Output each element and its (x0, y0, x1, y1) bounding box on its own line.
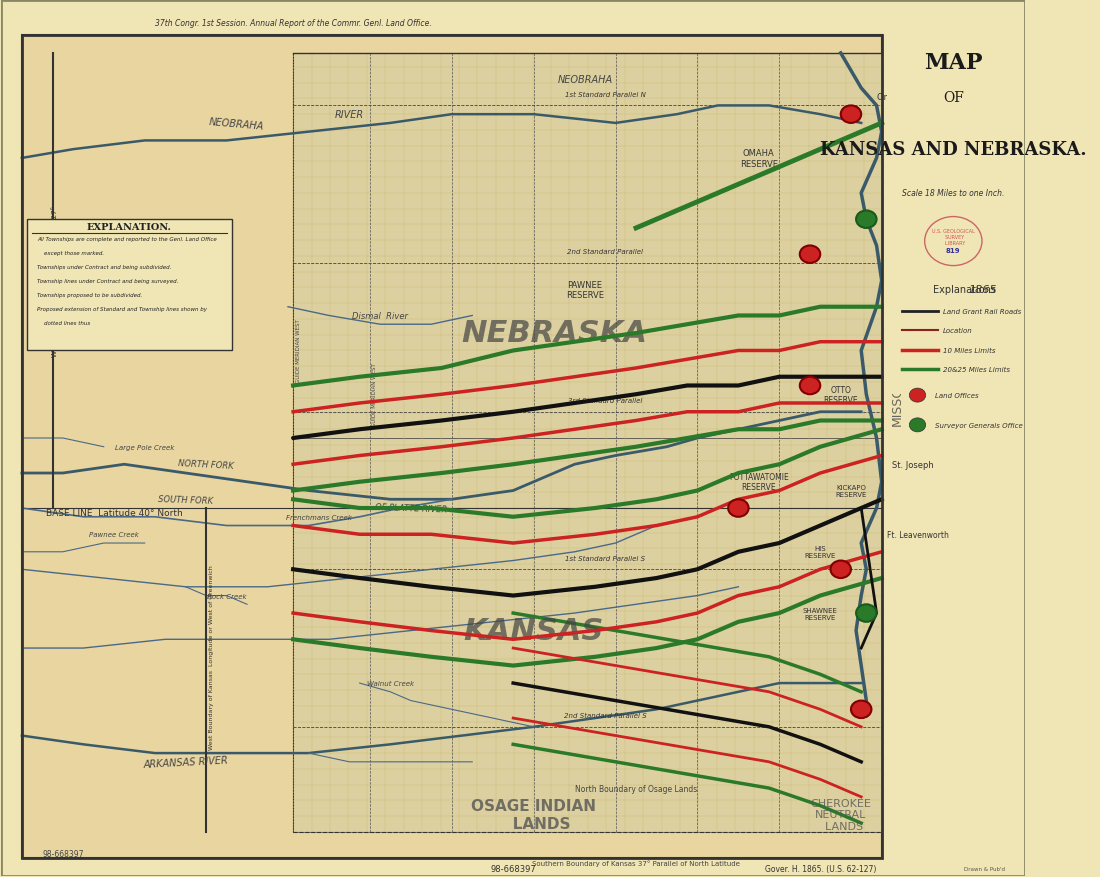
Circle shape (728, 500, 749, 517)
Text: MISSOURI: MISSOURI (891, 364, 903, 425)
Text: 3rd Standard Parallel: 3rd Standard Parallel (568, 397, 642, 403)
Text: All Townships are complete and reported to the Genl. Land Office: All Townships are complete and reported … (37, 237, 217, 242)
Text: U.S. GEOLOGICAL
  SURVEY
  LIBRARY: U.S. GEOLOGICAL SURVEY LIBRARY (932, 229, 975, 246)
Text: 1st Standard Parallel S: 1st Standard Parallel S (565, 555, 646, 561)
Text: 2nd Standard Parallel S: 2nd Standard Parallel S (564, 712, 647, 718)
Bar (293, 438, 882, 832)
Text: Explanations: Explanations (933, 285, 996, 295)
Text: 1st Standard Parallel N: 1st Standard Parallel N (565, 91, 646, 97)
Text: Walnut Creek: Walnut Creek (367, 681, 414, 687)
Text: Land Grant Rail Roads: Land Grant Rail Roads (943, 309, 1021, 315)
Bar (887, 27, 1020, 395)
Bar (293, 53, 882, 509)
Text: dotted lines thus: dotted lines thus (37, 321, 90, 325)
Circle shape (800, 246, 821, 264)
Text: PAWNEE
RESERVE: PAWNEE RESERVE (565, 280, 604, 300)
Text: 20&25 Miles Limits: 20&25 Miles Limits (943, 367, 1010, 373)
Text: Township lines under Contract and being surveyed.: Township lines under Contract and being … (37, 279, 178, 283)
Circle shape (851, 701, 871, 718)
Circle shape (856, 604, 877, 622)
Text: Ft. Leavenworth: Ft. Leavenworth (887, 531, 948, 539)
Text: 819: 819 (946, 247, 960, 253)
Text: OSAGE INDIAN
   LANDS: OSAGE INDIAN LANDS (471, 798, 596, 831)
Circle shape (910, 418, 926, 432)
Text: Surveyor Generals Office: Surveyor Generals Office (935, 423, 1023, 428)
Text: EXPLANATION.: EXPLANATION. (87, 223, 172, 232)
Text: 37th Congr. 1st Session. Annual Report of the Commr. Genl. Land Office.: 37th Congr. 1st Session. Annual Report o… (155, 18, 431, 28)
Text: Dismal  River: Dismal River (352, 311, 408, 321)
Bar (22, 36, 882, 858)
Text: MAP: MAP (924, 52, 982, 74)
Text: North Boundary of Osage Lands: North Boundary of Osage Lands (575, 784, 697, 793)
Text: NEOBRAHA: NEOBRAHA (209, 117, 265, 132)
Text: OMAHA
RESERVE: OMAHA RESERVE (740, 149, 778, 168)
Text: BASE LINE  Latitude 40° North: BASE LINE Latitude 40° North (45, 509, 183, 517)
Text: GUIDE MERIDIAN WEST: GUIDE MERIDIAN WEST (296, 319, 300, 383)
Text: CHEROKEE
NEUTRAL
  LANDS: CHEROKEE NEUTRAL LANDS (811, 798, 871, 831)
Text: Frenchmans Creek: Frenchmans Creek (286, 514, 352, 520)
Bar (28, 220, 232, 351)
Text: 98-668397: 98-668397 (491, 864, 536, 873)
Text: Gover. H. 1865. (U.S. 62-127): Gover. H. 1865. (U.S. 62-127) (764, 864, 876, 873)
Text: Southern Boundary of Kansas 37° Parallel of North Latitude: Southern Boundary of Kansas 37° Parallel… (532, 859, 740, 866)
Text: NEOBRAHA: NEOBRAHA (558, 75, 613, 85)
Text: Rock Creek: Rock Creek (207, 593, 246, 599)
Text: Omaha City: Omaha City (877, 93, 926, 102)
Text: West Boundary of Nebraska  Longitude 27°: West Boundary of Nebraska Longitude 27° (52, 206, 58, 357)
Text: NORTH FORK: NORTH FORK (178, 459, 234, 471)
Text: HIS
RESERVE: HIS RESERVE (804, 545, 836, 559)
Text: OF: OF (943, 90, 964, 104)
Text: Drawn & Pub'd: Drawn & Pub'd (964, 866, 1004, 871)
Text: KANSAS AND NEBRASKA.: KANSAS AND NEBRASKA. (820, 141, 1087, 159)
Circle shape (910, 389, 926, 403)
Bar (22, 36, 882, 858)
Circle shape (856, 211, 877, 229)
Text: GUIDE MERIDIAN WEST: GUIDE MERIDIAN WEST (373, 363, 377, 426)
Circle shape (830, 561, 851, 578)
Text: POTTAWATOMIE
RESERVE: POTTAWATOMIE RESERVE (729, 473, 789, 492)
Text: ARKANSAS RIVER: ARKANSAS RIVER (143, 755, 229, 769)
Text: Proposed extension of Standard and Township lines shown by: Proposed extension of Standard and Towns… (37, 307, 207, 311)
Text: KICKAPO
RESERVE: KICKAPO RESERVE (835, 484, 867, 497)
Text: SOUTH FORK: SOUTH FORK (158, 495, 213, 505)
Text: 1865: 1865 (969, 285, 998, 295)
Text: Large Pole Creek: Large Pole Creek (116, 445, 174, 450)
Text: SHAWNEE
RESERVE: SHAWNEE RESERVE (803, 607, 838, 620)
Text: Pawnee Creek: Pawnee Creek (89, 531, 139, 538)
Text: 2nd Standard Parallel: 2nd Standard Parallel (568, 249, 644, 255)
Text: 10 Miles Limits: 10 Miles Limits (943, 347, 996, 353)
Text: St. Joseph: St. Joseph (892, 460, 934, 469)
Text: Location: Location (943, 328, 972, 334)
Text: Land Offices: Land Offices (935, 393, 979, 399)
Text: West Boundary of Kansas  Longitude or West of Greenwich: West Boundary of Kansas Longitude or Wes… (209, 565, 213, 749)
Text: OTTO
RESERVE: OTTO RESERVE (824, 385, 858, 404)
Circle shape (840, 106, 861, 124)
Text: OF PLATTE RIVER: OF PLATTE RIVER (375, 503, 447, 514)
Text: Scale 18 Miles to one Inch.: Scale 18 Miles to one Inch. (902, 189, 1004, 198)
Text: NEBRASKA: NEBRASKA (461, 319, 647, 348)
Text: Townships proposed to be subdivided.: Townships proposed to be subdivided. (37, 293, 143, 297)
Text: Townships under Contract and being subdivided.: Townships under Contract and being subdi… (37, 265, 172, 269)
Text: 98-668397: 98-668397 (42, 849, 84, 859)
Text: RIVER: RIVER (334, 110, 364, 120)
Text: except those marked.: except those marked. (37, 251, 104, 256)
Circle shape (800, 377, 821, 395)
Text: KANSAS: KANSAS (463, 617, 604, 645)
